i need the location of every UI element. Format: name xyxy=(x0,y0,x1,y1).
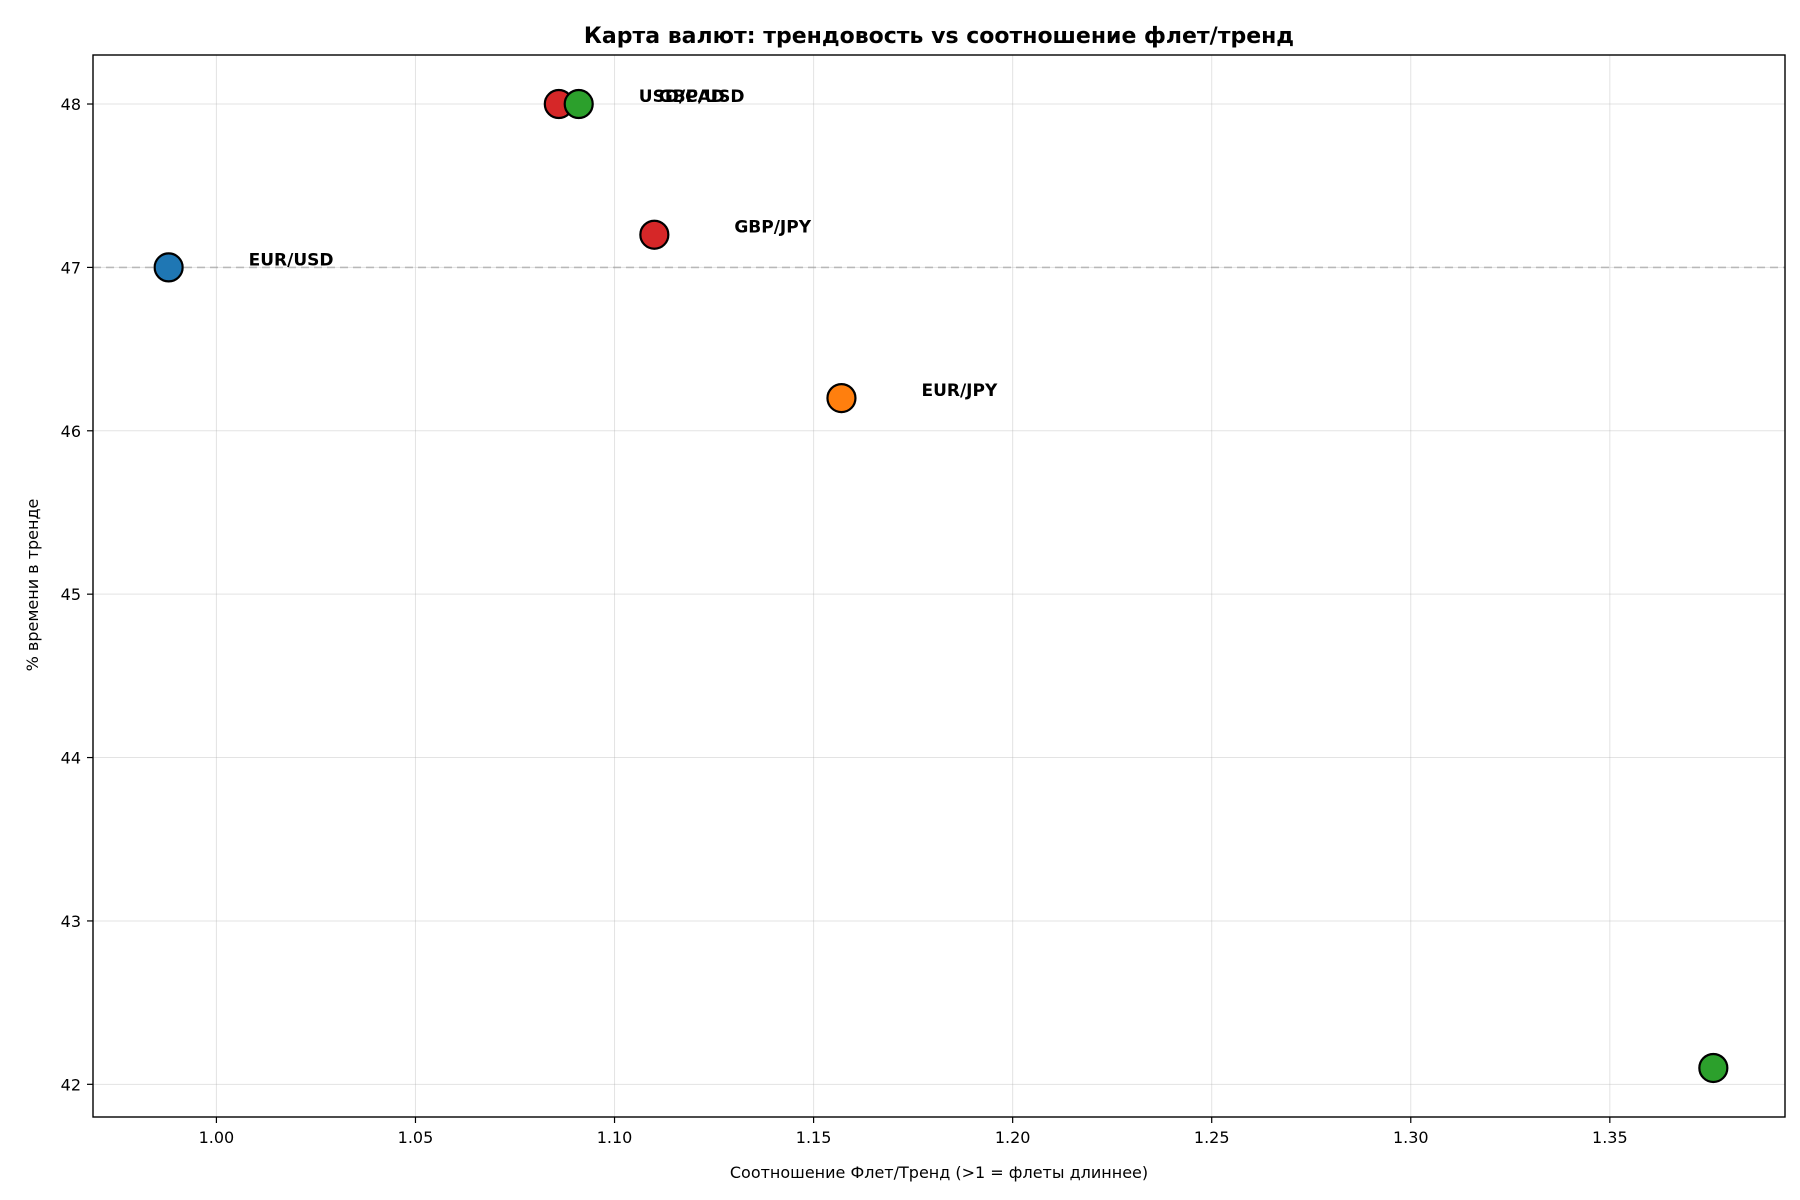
scatter-point xyxy=(1698,1052,1729,1084)
x-tick-label: 1.00 xyxy=(199,1128,235,1147)
point-label: EUR/USD xyxy=(249,250,334,270)
y-tick-label: 44 xyxy=(61,749,81,768)
scatter-point xyxy=(826,383,857,414)
x-tick-label: 1.25 xyxy=(1194,1128,1230,1147)
grid xyxy=(93,55,1785,1117)
y-axis-label: % времени в тренде xyxy=(23,499,42,672)
y-tick-label: 46 xyxy=(61,422,81,441)
x-tick-label: 1.35 xyxy=(1592,1128,1628,1147)
scatter-point xyxy=(153,252,184,283)
point-label: USD/CAD xyxy=(639,87,725,107)
y-tick-label: 43 xyxy=(61,912,81,931)
x-tick-label: 1.15 xyxy=(796,1128,832,1147)
data-points xyxy=(153,88,1729,1084)
y-tick-label: 42 xyxy=(61,1075,81,1094)
point-label: EUR/JPY xyxy=(921,381,998,401)
y-axis-ticks: 42 43 44 45 46 47 48 xyxy=(61,95,93,1094)
point-label: GBP/USD xyxy=(659,87,745,107)
x-tick-label: 1.20 xyxy=(995,1128,1031,1147)
x-tick-label: 1.10 xyxy=(597,1128,633,1147)
y-tick-label: 48 xyxy=(61,95,81,114)
chart-title: Карта валют: трендовость vs соотношение … xyxy=(584,24,1294,49)
scatter-point xyxy=(639,219,670,250)
x-axis-label: Соотношение Флет/Тренд (>1 = флеты длинн… xyxy=(730,1163,1148,1182)
x-tick-label: 1.30 xyxy=(1393,1128,1429,1147)
y-tick-label: 47 xyxy=(61,258,81,277)
x-tick-label: 1.05 xyxy=(398,1128,434,1147)
point-label: GBP/JPY xyxy=(734,218,811,238)
scatter-point xyxy=(563,88,594,120)
x-axis-ticks: 1.00 1.05 1.10 1.15 1.20 1.25 1.30 1.35 xyxy=(199,1117,1628,1147)
plot-frame xyxy=(92,54,1786,1118)
y-tick-label: 45 xyxy=(61,585,81,604)
